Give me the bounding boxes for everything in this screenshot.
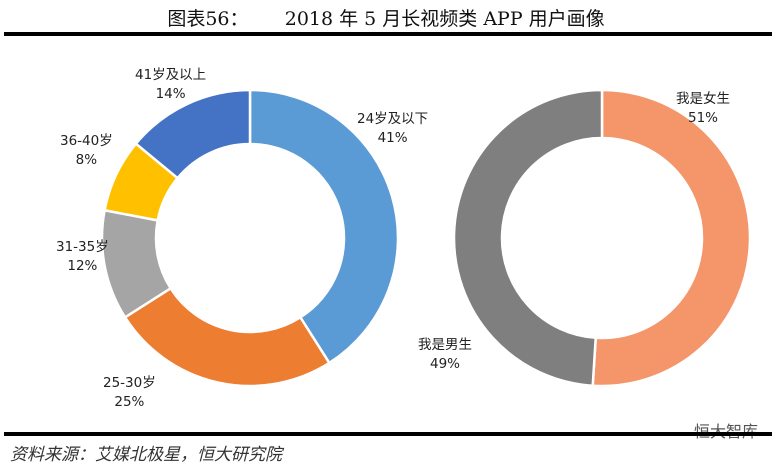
bottom-rule xyxy=(4,432,772,436)
donut-segment-gender-1 xyxy=(452,88,604,388)
watermark: 恒大智库 xyxy=(694,418,758,442)
label-age-41plus: 41岁及以上 14% xyxy=(135,67,207,102)
label-age-24under: 24岁及以下 41% xyxy=(357,111,429,146)
top-rule xyxy=(4,32,772,36)
label-age-36-40: 36-40岁 8% xyxy=(60,133,113,168)
label-age-31-35: 31-35岁 12% xyxy=(56,239,109,274)
donut-segment-age-0 xyxy=(248,88,400,365)
figure-title: 图表56： 2018 年 5 月长视频类 APP 用户画像 xyxy=(167,8,605,30)
donut-segment-age-4 xyxy=(134,88,252,180)
label-female: 我是女生 51% xyxy=(676,91,730,126)
source-note: 资料来源：艾媒北极星，恒大研究院 xyxy=(10,445,282,465)
label-male: 我是男生 49% xyxy=(418,337,472,372)
donut-segment-age-1 xyxy=(123,286,332,388)
label-age-25-30: 25-30岁 25% xyxy=(103,375,156,410)
donut-segment-gender-0 xyxy=(591,88,752,388)
